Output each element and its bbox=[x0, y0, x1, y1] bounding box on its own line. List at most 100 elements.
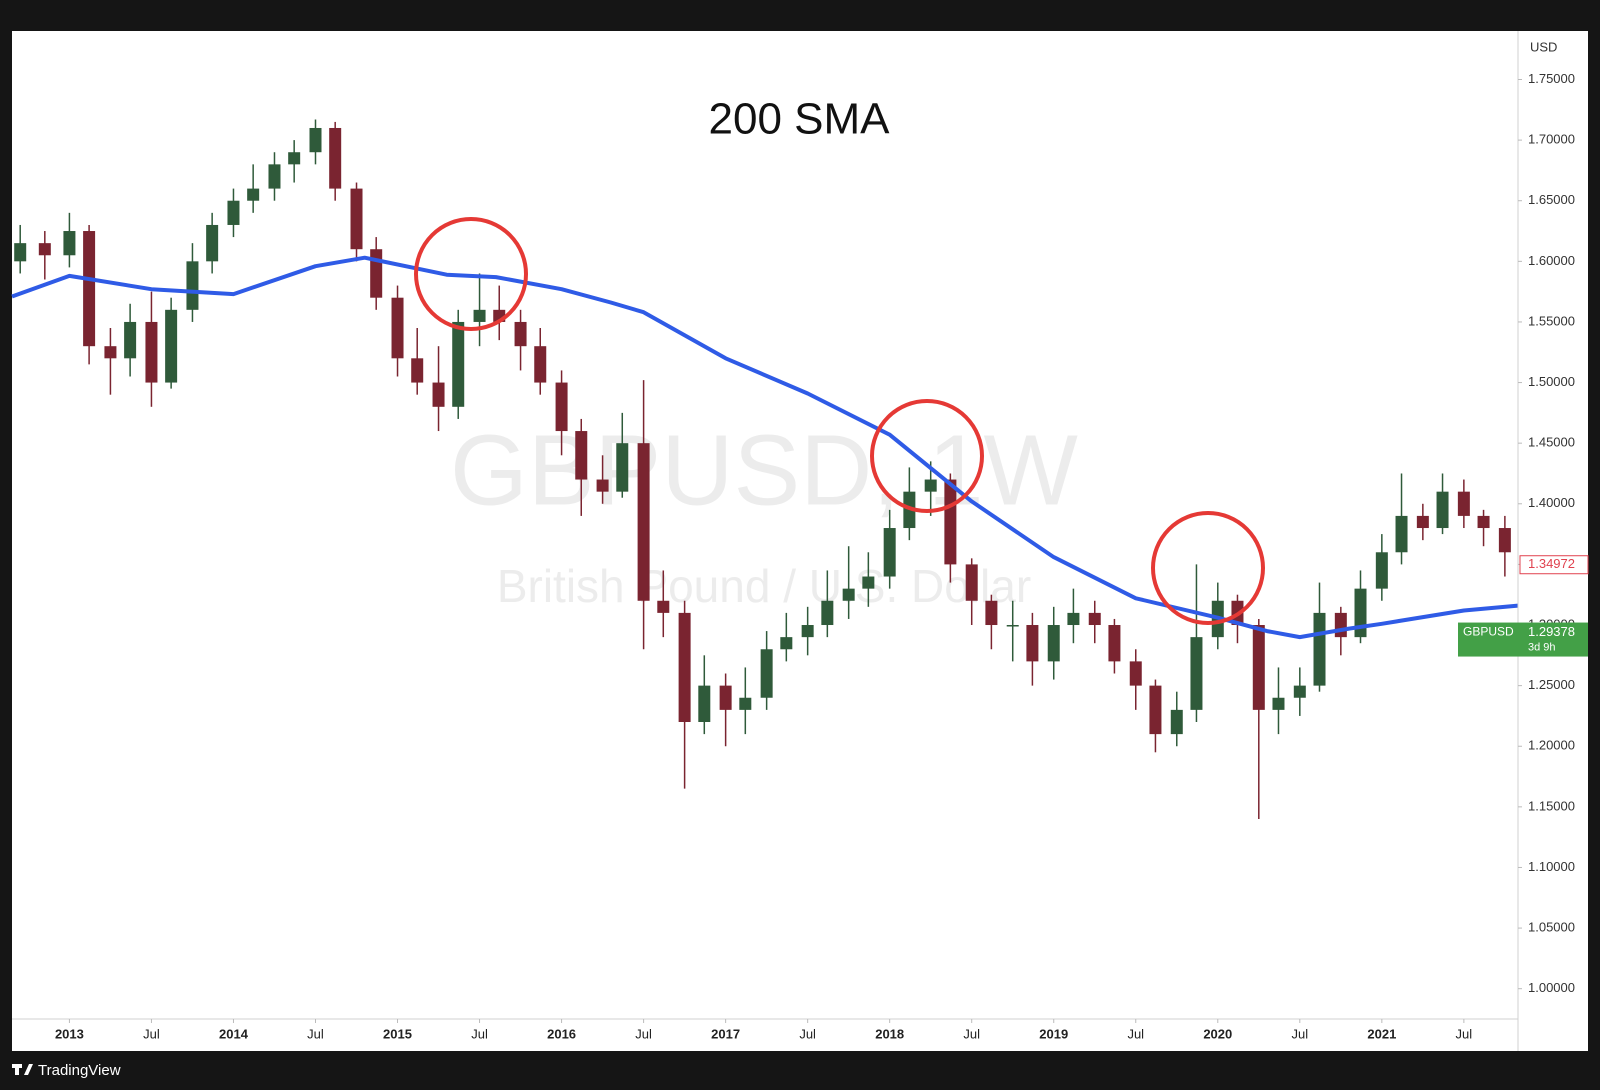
candle-body bbox=[145, 321, 158, 383]
symbol-watermark: GBPUSD, 1W bbox=[450, 414, 1078, 526]
candle-body bbox=[739, 697, 752, 710]
candle-body bbox=[350, 188, 363, 250]
candle-body bbox=[965, 564, 978, 601]
candle-body bbox=[329, 127, 342, 189]
candle-body bbox=[104, 346, 117, 359]
candle-body bbox=[801, 625, 814, 638]
price-label: 1.29378 bbox=[1528, 624, 1575, 639]
highlight-circle bbox=[414, 217, 528, 331]
candle-body bbox=[1252, 625, 1265, 710]
highlight-circle bbox=[870, 399, 984, 513]
candle-body bbox=[1354, 588, 1367, 638]
candle-body bbox=[1026, 625, 1039, 662]
candle-body bbox=[1375, 552, 1388, 589]
candle-body bbox=[452, 321, 465, 407]
watermark: GBPUSD, 1W British Pound / U.S. Dollar bbox=[450, 414, 1078, 612]
candle-body bbox=[760, 649, 773, 698]
candle-body bbox=[432, 382, 445, 407]
candle-body bbox=[247, 188, 260, 201]
brand-logo bbox=[12, 1064, 33, 1075]
candle-body bbox=[473, 309, 486, 322]
candle-body bbox=[1313, 612, 1326, 686]
x-tick-label: 2018 bbox=[875, 1026, 904, 1041]
candle-body bbox=[1436, 491, 1449, 529]
candle-body bbox=[1067, 612, 1080, 626]
highlight-circles bbox=[414, 217, 1265, 625]
candle-body bbox=[555, 382, 568, 432]
candle-body bbox=[1170, 709, 1183, 735]
x-tick-label: Jul bbox=[1456, 1026, 1473, 1041]
candle-body bbox=[38, 243, 51, 256]
y-tick-label: 1.15000 bbox=[1528, 798, 1575, 813]
y-tick-label: 1.60000 bbox=[1528, 253, 1575, 268]
y-tick-label: 1.45000 bbox=[1528, 435, 1575, 450]
candle-body bbox=[1416, 515, 1429, 529]
candle-body bbox=[842, 588, 855, 601]
price-label-box bbox=[1519, 555, 1589, 575]
candle-body bbox=[1006, 625, 1019, 627]
candle-body bbox=[596, 479, 609, 492]
candle-body bbox=[63, 231, 76, 256]
candle-body bbox=[534, 346, 547, 383]
x-tick-label: 2013 bbox=[55, 1026, 84, 1041]
y-tick-label: 1.40000 bbox=[1528, 495, 1575, 510]
candle-body bbox=[1190, 637, 1203, 710]
candle-body bbox=[14, 243, 27, 262]
candle-body bbox=[780, 637, 793, 650]
candle-body bbox=[616, 443, 629, 492]
y-tick-label: 1.20000 bbox=[1528, 738, 1575, 753]
x-tick-label: Jul bbox=[1127, 1026, 1144, 1041]
countdown-label: 3d 9h bbox=[1528, 641, 1556, 653]
x-tick-label: 2019 bbox=[1039, 1026, 1068, 1041]
y-tick-label: 1.00000 bbox=[1528, 980, 1575, 995]
highlight-circle bbox=[1151, 511, 1265, 625]
logo-part bbox=[24, 1064, 33, 1075]
candle-body bbox=[391, 297, 404, 359]
y-tick-label: 1.05000 bbox=[1528, 920, 1575, 935]
candle-body bbox=[83, 231, 96, 347]
candle-body bbox=[1272, 697, 1285, 710]
x-tick-label: Jul bbox=[799, 1026, 816, 1041]
candle-body bbox=[883, 528, 896, 577]
price-label-box bbox=[1458, 622, 1588, 657]
candle-body bbox=[206, 224, 219, 262]
candle-body bbox=[821, 600, 834, 626]
candle-body bbox=[1149, 685, 1162, 735]
x-tick-label: 2017 bbox=[711, 1026, 740, 1041]
candle-body bbox=[924, 479, 937, 492]
chart-panel bbox=[12, 31, 1588, 1051]
y-tick-label: 1.50000 bbox=[1528, 374, 1575, 389]
price-label: 1.34972 bbox=[1528, 556, 1575, 571]
x-tick-label: Jul bbox=[307, 1026, 324, 1041]
x-tick-label: 2021 bbox=[1367, 1026, 1396, 1041]
candle-body bbox=[1129, 661, 1142, 686]
candle-body bbox=[862, 576, 875, 589]
candle-body bbox=[985, 600, 998, 626]
x-tick-label: 2020 bbox=[1203, 1026, 1232, 1041]
x-tick-label: Jul bbox=[143, 1026, 160, 1041]
currency-label: USD bbox=[1530, 39, 1557, 54]
candle-body bbox=[309, 127, 322, 153]
plot-area bbox=[11, 119, 1519, 819]
y-tick-label: 1.65000 bbox=[1528, 192, 1575, 207]
y-tick-label: 1.10000 bbox=[1528, 859, 1575, 874]
y-tick-label: 1.70000 bbox=[1528, 132, 1575, 147]
candle-body bbox=[268, 164, 281, 189]
symbol-label: GBPUSD bbox=[1463, 625, 1514, 639]
brand: TradingView bbox=[38, 1062, 121, 1079]
x-tick-label: Jul bbox=[471, 1026, 488, 1041]
candle-body bbox=[1047, 625, 1060, 662]
x-tick-label: Jul bbox=[635, 1026, 652, 1041]
candle-body bbox=[124, 321, 137, 359]
candle-body bbox=[227, 200, 240, 225]
candle-body bbox=[186, 261, 199, 310]
description-watermark: British Pound / U.S. Dollar bbox=[497, 560, 1031, 612]
candle-body bbox=[657, 600, 670, 613]
candle-body bbox=[719, 685, 732, 710]
candle-body bbox=[370, 249, 383, 298]
candle-body bbox=[944, 479, 957, 565]
logo-part bbox=[15, 1064, 19, 1075]
candle-body bbox=[165, 309, 178, 383]
